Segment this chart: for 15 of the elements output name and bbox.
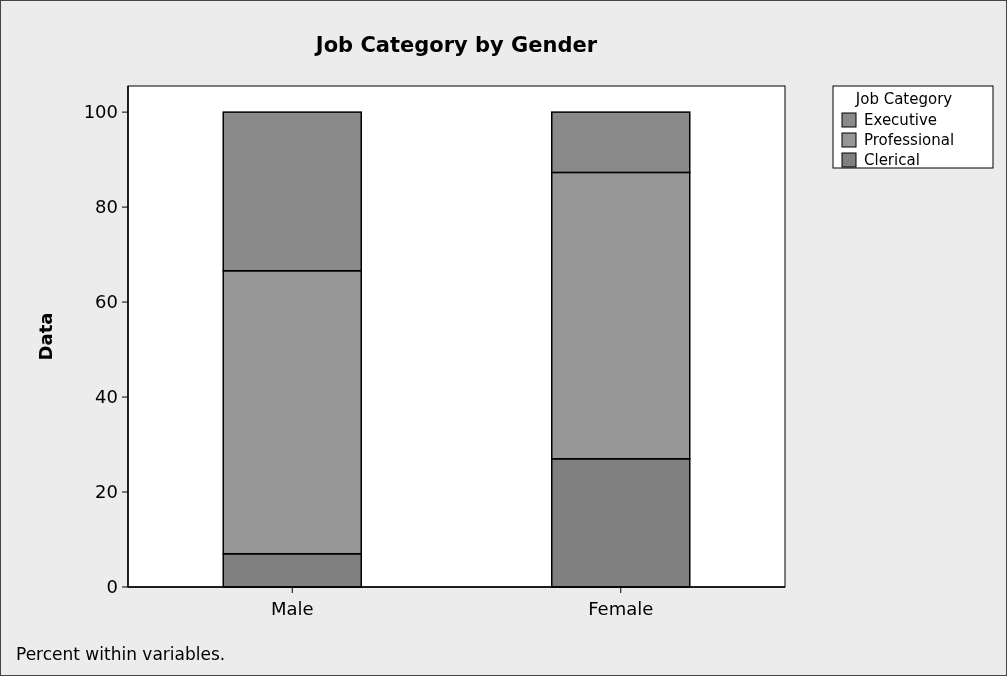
y-tick-label: 20	[95, 481, 118, 503]
y-tick-label: 60	[95, 291, 118, 313]
x-tick-label: Male	[270, 598, 314, 619]
legend-label: Executive	[864, 111, 938, 129]
legend-title: Job Category	[854, 90, 953, 108]
y-tick-label: 80	[95, 196, 118, 218]
y-tick-label: 100	[83, 101, 118, 123]
y-tick-label: 40	[95, 386, 118, 408]
x-tick-label: Female	[588, 598, 654, 619]
chart-title: Job Category by Gender	[313, 33, 598, 57]
y-axis-title: Data	[35, 312, 56, 361]
legend-label: Clerical	[864, 151, 920, 169]
y-tick-label: 0	[106, 576, 118, 598]
text: Percent within variables.	[16, 644, 226, 664]
legend-label: Professional	[864, 131, 955, 149]
